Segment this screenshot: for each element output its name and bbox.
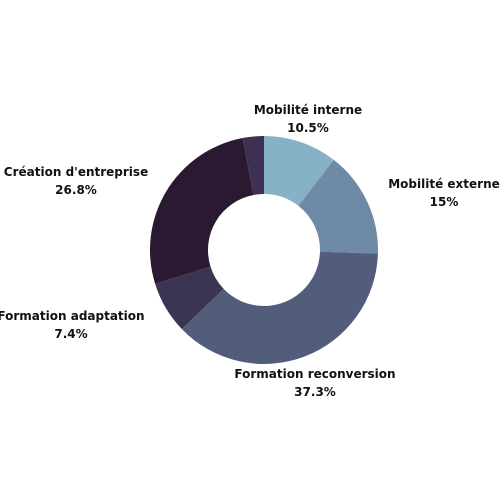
donut-slices [149,136,378,364]
label-value: 15% [429,195,459,209]
label-category: Mobilité externe [388,177,500,191]
label-mobilite-interne: Mobilité interne 10.5% [254,101,362,137]
label-value: 7.4% [54,327,88,341]
slice-4 [149,138,254,284]
label-value: 26.8% [55,183,97,197]
label-category: Formation reconversion [234,367,396,381]
slice-3 [155,266,224,330]
label-formation-adaptation: Formation adaptation 7.4% [0,307,145,343]
label-category: Création d'entreprise [3,165,149,179]
label-creation-entreprise: Création d'entreprise 26.8% [4,163,148,199]
label-category: Formation adaptation [0,309,145,323]
slice-5 [242,136,264,195]
label-value: 10.5% [287,121,329,135]
label-value: 37.3% [294,385,336,399]
slice-2 [181,251,378,364]
label-formation-reconversion: Formation reconversion 37.3% [234,365,395,401]
slice-0 [264,136,334,206]
label-category: Mobilité interne [253,103,363,117]
slice-1 [298,159,378,254]
label-mobilite-externe: Mobilité externe 15% [388,175,500,211]
